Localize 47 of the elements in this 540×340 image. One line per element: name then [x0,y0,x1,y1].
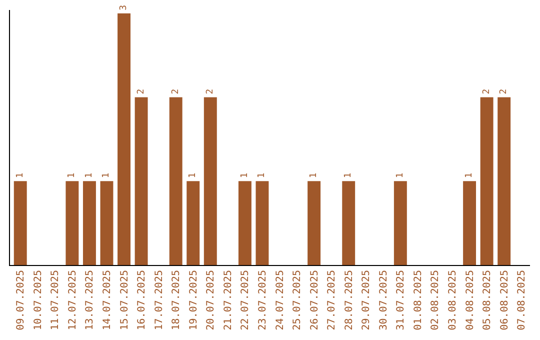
x-tick-label: 28.07.2025 [344,270,355,330]
x-tick-label: 05.08.2025 [482,270,494,330]
x-tick-label: 09.07.2025 [16,270,27,330]
data-label: 2 [136,88,146,94]
x-tick-label: 30.07.2025 [378,270,390,330]
x-tick-label: 27.07.2025 [326,270,338,330]
x-tick-label: 19.07.2025 [188,270,200,330]
data-label: 2 [205,88,216,94]
x-tick-label: 07.08.2025 [516,270,528,330]
data-label: 1 [188,172,198,178]
x-tick-label: 02.08.2025 [430,270,442,330]
data-label: 1 [344,172,354,178]
x-tick-label: 26.07.2025 [309,270,320,330]
x-tick-label: 22.07.2025 [240,270,252,330]
data-label: 2 [482,88,492,94]
data-label: 2 [499,88,510,94]
x-tick-label: 29.07.2025 [361,270,372,330]
x-tick-label: 17.07.2025 [154,270,165,330]
x-tick-label: 14.07.2025 [102,270,113,330]
x-tick-label: 01.08.2025 [412,270,424,330]
x-tick-label: 31.07.2025 [396,270,407,330]
x-tick-label: 03.08.2025 [448,270,459,330]
x-tick-label: 11.07.2025 [50,270,62,330]
x-tick-label: 24.07.2025 [274,270,286,330]
x-tick-label: 16.07.2025 [136,270,148,330]
data-label: 1 [257,172,268,178]
data-label: 1 [102,172,112,178]
x-tick-label: 21.07.2025 [222,270,234,330]
data-label: 3 [119,4,130,10]
data-label: 1 [395,172,406,178]
x-tick-label: 04.08.2025 [464,270,476,330]
x-tick-label: 06.08.2025 [499,270,510,330]
data-label: 1 [240,172,250,178]
x-tick-label: 18.07.2025 [171,270,182,330]
data-label: 1 [15,172,26,178]
data-label: 1 [67,172,78,178]
x-tick-label: 13.07.2025 [84,270,96,330]
x-tick-label: 25.07.2025 [292,270,304,330]
data-label: 2 [170,88,181,94]
x-tick-label: 20.07.2025 [206,270,217,330]
data-label: 1 [309,172,320,178]
x-tick-label: 23.07.2025 [257,270,268,330]
data-label: 1 [84,172,94,178]
x-tick-label: 15.07.2025 [119,270,130,330]
x-tick-label: 12.07.2025 [67,270,78,330]
data-label: 1 [464,172,475,178]
x-tick-label: 10.07.2025 [32,270,44,330]
